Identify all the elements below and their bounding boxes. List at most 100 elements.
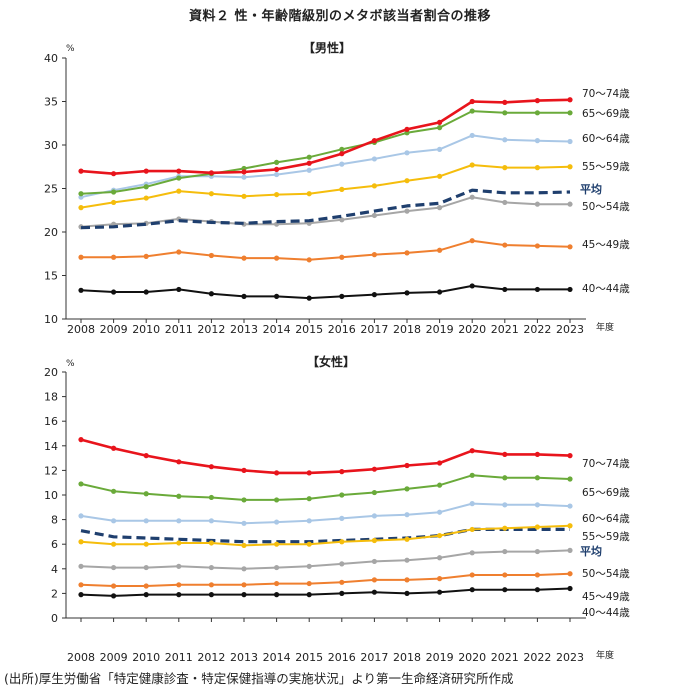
female-series-label-65-69: 65～69歳 bbox=[582, 487, 630, 499]
male-data-point-40-44 bbox=[111, 289, 117, 295]
source-note: (出所)厚生労働省「特定健康診査・特定保健指導の実施状況」より第一生命経済研究所… bbox=[4, 671, 514, 686]
female-data-point-45-49 bbox=[404, 577, 410, 583]
male-data-point-50-54 bbox=[502, 199, 508, 206]
female-x-tick-label: 2013 bbox=[230, 651, 258, 664]
female-x-tick-label: 2022 bbox=[523, 651, 551, 664]
male-series-label-60-64: 60～64歳 bbox=[582, 133, 630, 145]
male-data-point-55-59 bbox=[274, 191, 280, 198]
male-series-label-55-59: 55～59歳 bbox=[582, 161, 630, 173]
female-x-tick-label: 2012 bbox=[197, 651, 225, 664]
female-data-point-70-74 bbox=[111, 445, 117, 451]
female-data-point-45-49 bbox=[437, 576, 443, 582]
page-title: 資料２ 性・年齢階級別のメタボ該当者割合の推移 bbox=[188, 9, 492, 24]
female-data-point-45-49 bbox=[241, 582, 247, 588]
male-data-point-65-69 bbox=[567, 110, 573, 116]
female-x-tick-label: 2017 bbox=[360, 651, 388, 664]
female-x-tick-label: 2011 bbox=[165, 651, 193, 664]
female-y-tick-label: 4 bbox=[51, 563, 58, 576]
male-data-point-40-44 bbox=[534, 286, 541, 293]
male-data-point-70-74 bbox=[78, 168, 84, 174]
male-x-tick-label: 2016 bbox=[328, 323, 356, 336]
male-data-point-60-64 bbox=[241, 174, 247, 180]
female-data-point-70-74 bbox=[241, 467, 247, 473]
male-data-point-65-69 bbox=[111, 189, 117, 195]
female-series-line-65-69 bbox=[80, 474, 571, 501]
female-data-point-50-54 bbox=[567, 547, 573, 553]
female-data-point-65-69 bbox=[241, 497, 247, 503]
male-data-point-70-74 bbox=[567, 97, 573, 103]
female-data-point-45-49 bbox=[469, 572, 475, 578]
female-data-point-70-74 bbox=[469, 448, 475, 454]
female-data-point-55-59 bbox=[176, 540, 182, 546]
female-y-tick-label: 20 bbox=[44, 366, 58, 379]
female-data-point-40-44 bbox=[111, 593, 117, 599]
female-x-tick-label: 2023 bbox=[556, 651, 584, 664]
male-data-point-50-54 bbox=[437, 205, 443, 211]
male-data-point-65-69 bbox=[469, 108, 475, 114]
female-data-point-60-64 bbox=[241, 520, 247, 526]
female-data-point-40-44 bbox=[437, 589, 443, 595]
male-data-point-55-59 bbox=[404, 178, 410, 184]
female-data-point-55-59 bbox=[502, 525, 508, 531]
female-data-point-40-44 bbox=[274, 592, 280, 598]
male-data-point-70-74 bbox=[502, 99, 508, 105]
male-y-tick-label: 25 bbox=[44, 183, 58, 196]
male-data-point-65-69 bbox=[143, 184, 149, 190]
female-data-point-40-44 bbox=[306, 592, 312, 598]
female-data-point-40-44 bbox=[567, 585, 573, 592]
male-data-point-70-74 bbox=[404, 126, 410, 132]
male-data-point-50-54 bbox=[404, 208, 410, 214]
male-y-tick-label: 10 bbox=[44, 313, 58, 326]
male-series-label-40-44: 40～44歳 bbox=[582, 283, 630, 295]
male-data-point-70-74 bbox=[534, 98, 541, 104]
female-data-point-50-54 bbox=[469, 550, 475, 556]
male-data-point-45-49 bbox=[437, 247, 443, 253]
female-data-point-70-74 bbox=[78, 437, 84, 443]
male-data-point-40-44 bbox=[306, 295, 312, 301]
male-data-point-55-59 bbox=[306, 191, 312, 197]
male-data-point-45-49 bbox=[111, 254, 117, 260]
male-x-tick-label: 2019 bbox=[426, 323, 454, 336]
male-data-point-70-74 bbox=[176, 168, 182, 174]
female-data-point-50-54 bbox=[306, 563, 312, 569]
female-data-point-40-44 bbox=[208, 592, 214, 598]
male-x-tick-label: 2009 bbox=[100, 323, 128, 336]
female-x-tick-label: 2016 bbox=[328, 651, 356, 664]
male-x-tick-label: 2014 bbox=[263, 323, 291, 336]
male-chart-title: 【男性】 bbox=[303, 40, 351, 55]
male-x-tick-label: 2013 bbox=[230, 323, 258, 336]
female-y-tick-label: 8 bbox=[51, 514, 58, 527]
female-data-point-55-59 bbox=[274, 541, 280, 547]
female-series-label-45-49: 45～49歳 bbox=[582, 591, 630, 603]
female-data-point-50-54 bbox=[371, 558, 377, 565]
female-data-point-70-74 bbox=[208, 464, 214, 470]
male-data-point-60-64 bbox=[567, 138, 573, 145]
male-data-point-55-59 bbox=[208, 191, 214, 197]
female-y-tick-label: 14 bbox=[44, 440, 58, 453]
male-data-point-55-59 bbox=[143, 195, 149, 201]
female-series-line-55-59 bbox=[80, 524, 571, 547]
male-data-point-55-59 bbox=[78, 205, 84, 211]
female-data-point-65-69 bbox=[404, 486, 410, 492]
male-data-point-65-69 bbox=[339, 146, 345, 152]
male-x-tick-label: 2008 bbox=[67, 323, 95, 336]
female-data-point-60-64 bbox=[469, 501, 475, 507]
male-data-point-45-49 bbox=[534, 243, 541, 249]
female-data-point-65-69 bbox=[306, 496, 312, 502]
female-data-point-40-44 bbox=[241, 592, 247, 598]
male-x-tick-label: 2015 bbox=[295, 323, 323, 336]
female-data-point-45-49 bbox=[143, 583, 149, 589]
female-y-tick-label: 12 bbox=[44, 464, 58, 477]
female-data-point-60-64 bbox=[502, 502, 508, 508]
female-data-point-70-74 bbox=[404, 462, 410, 469]
female-data-point-45-49 bbox=[208, 582, 214, 588]
female-data-point-45-49 bbox=[534, 572, 541, 578]
male-data-point-55-59 bbox=[437, 173, 443, 179]
male-data-point-65-69 bbox=[306, 154, 312, 160]
male-data-point-70-74 bbox=[306, 160, 312, 166]
female-data-point-45-49 bbox=[274, 580, 280, 587]
male-data-point-45-49 bbox=[339, 254, 345, 260]
male-x-tick-label: 2012 bbox=[197, 323, 225, 336]
male-data-point-40-44 bbox=[78, 287, 84, 293]
